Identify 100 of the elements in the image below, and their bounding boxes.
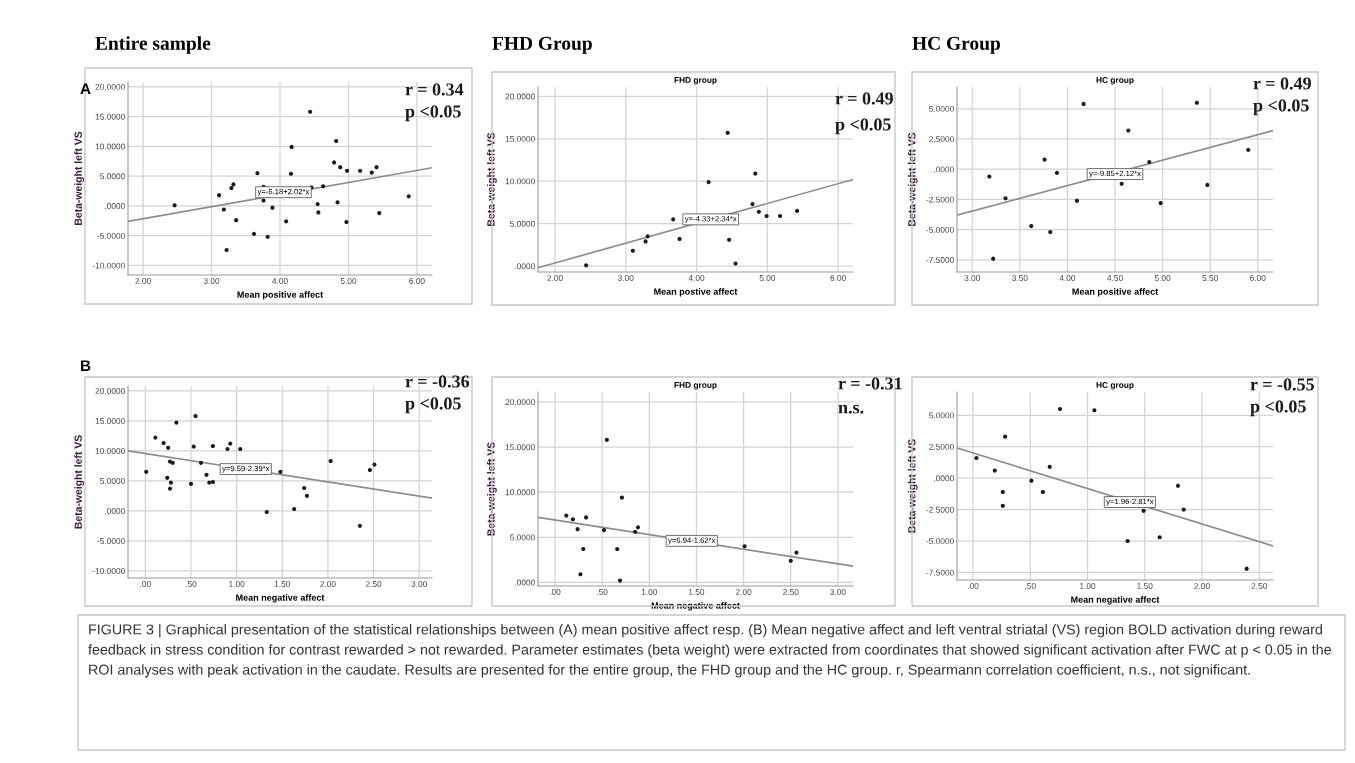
annotation: p <0.05 (405, 397, 461, 414)
x-tick-label: 2.00 (1194, 583, 1210, 589)
y-tick-label: -7.5000 (926, 569, 954, 576)
chart-title: FHD group (674, 77, 717, 85)
y-tick-label: .0000 (934, 166, 954, 173)
x-tick-label: 5.50 (1202, 275, 1218, 281)
annotation: n.s. (838, 404, 864, 414)
x-axis-title: Mean negative affect (1071, 596, 1160, 605)
y-tick-label: .0000 (105, 508, 125, 514)
y-tick-label: 5.0000 (510, 220, 535, 227)
x-tick-label: 3.00 (617, 275, 634, 281)
y-tick-label: 15.0000 (505, 135, 535, 142)
y-tick-label: -10.0000 (92, 568, 125, 574)
annotation: p <0.05 (405, 105, 461, 122)
y-tick-label: 20.0000 (505, 93, 535, 100)
y-tick-label: 5.0000 (510, 534, 535, 541)
annotation: r = 0.49 (835, 92, 893, 105)
x-axis-title: Mean postive affect (654, 288, 738, 297)
x-tick-label: 6.00 (409, 278, 425, 284)
y-tick-label: 20.0000 (95, 83, 125, 90)
y-tick-label: .0000 (934, 475, 954, 482)
y-tick-label: .0000 (105, 203, 125, 209)
x-tick-label: 4.00 (688, 275, 705, 281)
y-axis-title: Beta-weight left VS (487, 442, 497, 536)
x-tick-label: 2.00 (735, 589, 752, 595)
y-tick-label: 10.0000 (95, 143, 125, 150)
y-tick-label: 5.0000 (929, 105, 954, 112)
x-tick-label: 3.00 (830, 589, 846, 595)
x-tick-label: 2.50 (1251, 583, 1268, 589)
x-axis-title: Mean negative affect (236, 594, 325, 603)
annotation: p <0.05 (1253, 99, 1309, 116)
y-axis-title: Beta-weight left VS (487, 132, 497, 226)
y-tick-label: 10.0000 (505, 489, 535, 496)
caption: FIGURE 3 | Graphical presentation of the statistical relationships between (A) mean positive affect resp. (B) Mean negative affect and left ventral striatal (VS) region BOLD activation during reward feedback in stress condition for contrast rewarded > not rewarded. Parameter estimates (beta weight) were extracted from coordinates that showed significant activation after FWC at p < 0.05 in the ROI analyses with peak activation in the caudate. Results are presented for the entire group, the FHD group and the HC group. r, Spearmann correlation coefficient, n.s., not significant. (88, 624, 1331, 678)
text: HC Group (912, 36, 1000, 54)
y-tick-label: .0000 (515, 579, 535, 586)
text: r = -0.31 (838, 377, 902, 390)
x-axis-title: Mean negative affect (651, 602, 740, 611)
x-tick-label: 2.50 (365, 581, 382, 587)
y-tick-label: 20.0000 (505, 399, 535, 406)
y-axis-title: Beta-weight left VS (907, 439, 918, 533)
y-tick-label: 5.0000 (100, 478, 125, 484)
y-tick-label: 5.0000 (100, 173, 125, 180)
x-tick-label: .50 (185, 581, 197, 587)
x-tick-label: 3.00 (964, 275, 981, 281)
x-tick-label: 6.00 (1250, 275, 1266, 281)
y-axis-title: Beta-weight left VS (74, 131, 84, 225)
y-tick-label: 15.0000 (95, 113, 125, 120)
x-tick-label: 1.50 (688, 589, 705, 595)
y-tick-label: .0000 (515, 263, 535, 270)
x-tick-label: .00 (968, 583, 979, 589)
y-axis-title: Beta-weight left VS (907, 132, 918, 226)
x-tick-label: 3.00 (411, 581, 427, 587)
annotation: r = 0.34 (405, 83, 464, 96)
x-tick-label: .50 (597, 589, 608, 595)
y-tick-label: -5.0000 (97, 538, 125, 544)
x-axis-title: Mean positive affect (237, 291, 324, 300)
x-tick-label: 2.00 (547, 275, 563, 281)
y-tick-label: -2.5000 (926, 196, 954, 203)
y-tick-label: 2.5000 (929, 136, 954, 143)
y-tick-label: 5.0000 (929, 412, 954, 419)
x-tick-label: 1.50 (1137, 583, 1153, 589)
x-tick-label: 4.50 (1107, 275, 1123, 281)
text: FHD Group (492, 36, 592, 54)
annotation: r = -0.36 (405, 375, 470, 388)
x-tick-label: 5.00 (340, 278, 357, 284)
y-tick-label: -5.0000 (97, 232, 125, 239)
x-tick-label: 1.00 (641, 589, 658, 595)
x-tick-label: .00 (140, 581, 151, 587)
text: Entire sample (95, 36, 211, 54)
y-tick-label: -10.0000 (92, 262, 125, 269)
chart-title: HC group (1096, 382, 1134, 390)
annotation: p <0.05 (835, 118, 891, 135)
x-tick-label: 3.50 (1012, 275, 1028, 281)
x-tick-label: 6.00 (830, 275, 846, 281)
x-tick-label: 4.00 (272, 278, 288, 284)
chart-title: HC group (1096, 77, 1134, 85)
x-tick-label: 4.00 (1059, 275, 1076, 281)
y-tick-label: 15.0000 (95, 418, 125, 424)
y-tick-label: -2.5000 (926, 506, 954, 513)
y-tick-label: -5.0000 (926, 226, 954, 233)
y-tick-label: -5.0000 (926, 538, 954, 545)
x-tick-label: 2.00 (135, 278, 151, 284)
y-tick-label: 10.0000 (95, 448, 125, 454)
x-tick-label: 3.00 (203, 278, 220, 284)
x-tick-label: 5.00 (759, 275, 776, 281)
y-tick-label: 2.5000 (929, 443, 954, 450)
y-tick-label: 15.0000 (505, 444, 535, 451)
text: r = -0.55 (1250, 378, 1314, 391)
x-tick-label: 2.00 (320, 581, 336, 587)
x-axis-title: Mean positive affect (1072, 288, 1159, 297)
x-tick-label: 1.00 (1080, 583, 1096, 589)
x-tick-label: .50 (1025, 583, 1036, 589)
annotation: p <0.05 (1250, 400, 1306, 417)
x-tick-label: 2.50 (783, 589, 799, 595)
chart-title: FHD group (674, 382, 717, 390)
y-tick-label: 20.0000 (95, 388, 125, 394)
y-axis-title: Beta-weight left VS (74, 435, 84, 529)
y-tick-label: 10.0000 (505, 178, 535, 185)
text: A (80, 83, 91, 94)
